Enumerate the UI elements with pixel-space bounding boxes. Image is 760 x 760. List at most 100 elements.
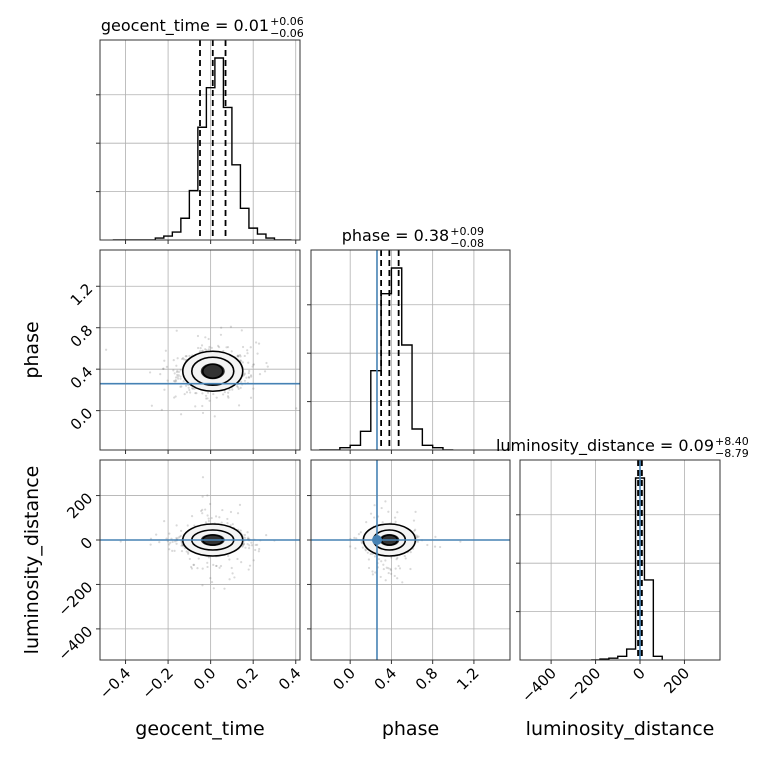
posterior-sample xyxy=(266,365,269,368)
posterior-sample xyxy=(214,515,218,518)
posterior-sample xyxy=(198,350,202,353)
posterior-sample xyxy=(150,404,153,407)
posterior-sample xyxy=(235,385,239,388)
posterior-sample xyxy=(229,325,233,328)
posterior-sample xyxy=(265,361,268,365)
posterior-sample xyxy=(166,379,169,382)
posterior-sample xyxy=(367,558,370,561)
posterior-sample xyxy=(174,395,177,398)
posterior-sample xyxy=(249,374,253,377)
posterior-sample xyxy=(172,369,175,372)
posterior-sample xyxy=(164,349,167,352)
posterior-sample xyxy=(247,568,250,571)
posterior-sample xyxy=(221,508,224,512)
posterior-sample xyxy=(387,510,390,513)
posterior-sample xyxy=(227,391,230,394)
posterior-sample xyxy=(201,349,204,352)
posterior-sample xyxy=(171,549,174,552)
posterior-sample xyxy=(186,524,189,527)
posterior-sample xyxy=(240,359,243,362)
posterior-sample xyxy=(174,378,177,382)
posterior-sample xyxy=(204,521,208,524)
posterior-sample xyxy=(246,531,249,534)
posterior-sample xyxy=(204,336,207,339)
posterior-sample xyxy=(401,581,404,584)
posterior-sample xyxy=(381,521,384,524)
posterior-sample xyxy=(192,563,196,567)
posterior-sample xyxy=(256,543,259,546)
panel-frame xyxy=(310,459,511,661)
posterior-sample xyxy=(201,508,204,511)
posterior-sample xyxy=(230,350,233,353)
posterior-sample xyxy=(241,545,244,548)
posterior-sample xyxy=(389,569,392,572)
posterior-sample xyxy=(165,537,168,540)
posterior-sample xyxy=(212,563,215,566)
posterior-sample xyxy=(182,358,186,361)
posterior-sample xyxy=(414,510,417,513)
posterior-sample xyxy=(163,359,166,362)
posterior-sample xyxy=(258,547,261,551)
posterior-sample xyxy=(185,384,188,387)
posterior-sample xyxy=(201,495,204,498)
posterior-sample xyxy=(204,508,207,511)
posterior-sample xyxy=(212,587,215,590)
posterior-sample xyxy=(180,549,184,553)
posterior-sample xyxy=(179,369,182,372)
title-lower-error: −8.79 xyxy=(715,447,749,460)
posterior-sample xyxy=(187,386,190,389)
y-tick-label: 0.4 xyxy=(67,363,97,393)
posterior-sample xyxy=(459,540,462,543)
posterior-sample xyxy=(417,535,420,538)
posterior-sample xyxy=(393,574,396,578)
posterior-sample xyxy=(371,573,374,576)
posterior-sample xyxy=(360,540,363,543)
title-label: geocent_time = 0.01 xyxy=(101,16,269,36)
posterior-sample xyxy=(204,394,208,397)
posterior-sample xyxy=(416,535,419,539)
title-upper-error: +0.09 xyxy=(450,225,484,238)
posterior-sample xyxy=(177,377,180,380)
posterior-sample xyxy=(188,557,191,561)
posterior-sample xyxy=(237,404,241,407)
posterior-sample xyxy=(243,354,246,358)
posterior-sample xyxy=(240,561,243,564)
posterior-sample xyxy=(215,396,218,399)
posterior-sample xyxy=(190,565,193,569)
posterior-sample xyxy=(369,512,373,515)
posterior-sample xyxy=(195,392,198,395)
posterior-sample xyxy=(226,395,230,398)
posterior-sample xyxy=(177,374,180,377)
posterior-sample xyxy=(190,515,194,518)
posterior-sample xyxy=(263,370,267,373)
posterior-sample xyxy=(197,557,200,560)
posterior-sample xyxy=(373,504,376,507)
posterior-sample xyxy=(179,385,182,388)
posterior-sample xyxy=(163,388,166,391)
posterior-sample xyxy=(163,519,166,523)
posterior-sample xyxy=(403,554,406,558)
posterior-sample xyxy=(394,520,397,523)
posterior-sample xyxy=(371,552,374,556)
title-label: luminosity_distance = 0.09 xyxy=(496,436,714,456)
posterior-sample xyxy=(250,541,253,544)
posterior-sample xyxy=(248,544,251,547)
posterior-sample xyxy=(189,391,192,394)
posterior-sample xyxy=(409,551,412,554)
posterior-sample xyxy=(243,533,246,537)
posterior-sample xyxy=(201,392,204,395)
posterior-sample xyxy=(208,399,211,402)
posterior-sample xyxy=(208,345,211,349)
posterior-sample xyxy=(228,578,231,581)
posterior-sample xyxy=(218,516,221,519)
posterior-sample xyxy=(187,552,190,555)
title-lower-error: −0.08 xyxy=(450,237,484,250)
posterior-sample xyxy=(236,354,239,357)
posterior-sample xyxy=(172,359,175,362)
posterior-sample xyxy=(247,547,251,550)
posterior-sample xyxy=(209,502,212,506)
posterior-sample xyxy=(387,571,390,575)
x-tick-label: 1.2 xyxy=(453,664,483,694)
posterior-sample xyxy=(210,346,213,349)
posterior-sample xyxy=(179,375,182,378)
